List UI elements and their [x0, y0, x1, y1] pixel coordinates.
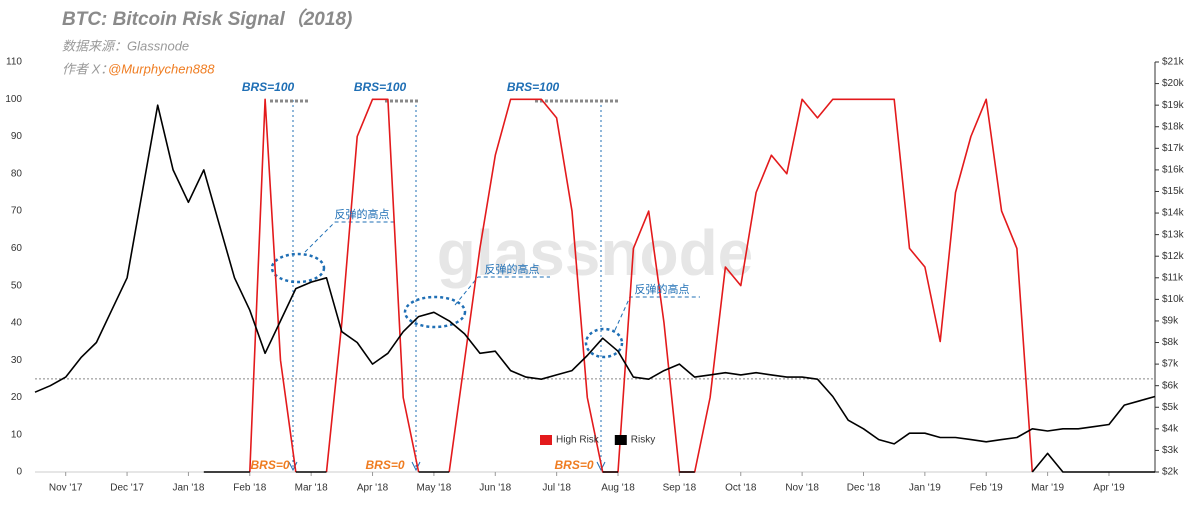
y2-tick-label: $16k [1162, 165, 1185, 176]
watermark: glassnode [437, 217, 754, 289]
annotation: 反弹的高点 [635, 282, 690, 296]
annotation: BRS=0 [554, 458, 593, 472]
series-line [34, 104, 1156, 445]
x-tick-label: Dec '18 [847, 483, 881, 494]
annotation: BRS=0 [250, 458, 289, 472]
y2-tick-label: $18k [1162, 121, 1185, 132]
annotation: 反弹的高点 [485, 262, 540, 276]
annotation: 反弹的高点 [335, 207, 390, 221]
legend-label: High Risk [556, 435, 600, 446]
source: 数据来源：Glassnode [62, 38, 189, 53]
y2-tick-label: $3k [1162, 445, 1179, 456]
y2-tick-label: $7k [1162, 359, 1179, 370]
callout [304, 221, 395, 253]
x-tick-label: Feb '19 [970, 483, 1003, 494]
y-tick-label: 60 [11, 243, 23, 254]
y2-tick-label: $5k [1162, 402, 1179, 413]
y-tick-label: 100 [5, 94, 22, 105]
y2-tick-label: $19k [1162, 100, 1185, 111]
x-tick-label: Nov '17 [49, 483, 83, 494]
series-line [249, 98, 1034, 473]
y-tick-label: 40 [11, 318, 23, 329]
y2-tick-label: $11k [1162, 272, 1184, 283]
x-tick-label: Jan '18 [172, 483, 204, 494]
y-tick-label: 30 [11, 355, 23, 366]
y-tick-label: 20 [11, 392, 23, 403]
x-tick-label: May '18 [417, 483, 452, 494]
highlight [403, 295, 467, 329]
callout [454, 276, 550, 306]
x-tick-label: Jan '19 [909, 483, 941, 494]
highlight [584, 327, 624, 359]
x-tick-label: Apr '18 [357, 483, 389, 494]
x-tick-label: Oct '18 [725, 483, 757, 494]
guide-arrow [411, 461, 421, 472]
y2-tick-label: $14k [1162, 208, 1185, 219]
author-label: 作者 X： [62, 61, 113, 76]
legend-swatch [614, 435, 627, 445]
y-tick-label: 110 [6, 57, 22, 68]
y2-tick-label: $20k [1162, 78, 1185, 89]
y-tick-label: 80 [11, 168, 23, 179]
annotation: BRS=100 [242, 80, 295, 94]
x-tick-label: Mar '19 [1031, 483, 1064, 494]
y2-tick-label: $17k [1162, 143, 1185, 154]
legend-swatch [540, 435, 552, 445]
highlight [270, 252, 326, 284]
y-tick-label: 50 [11, 280, 23, 291]
x-tick-label: Aug '18 [601, 483, 635, 494]
x-tick-label: Mar '18 [295, 483, 328, 494]
legend-label: Risky [631, 435, 655, 446]
annotation: BRS=0 [365, 458, 404, 472]
y2-tick-label: $13k [1162, 229, 1185, 240]
series-line [203, 452, 1155, 473]
x-tick-label: Apr '19 [1093, 483, 1125, 494]
y2-tick-label: $8k [1162, 337, 1179, 348]
annotation: BRS=100 [354, 80, 407, 94]
y-tick-label: 70 [11, 206, 23, 217]
y2-tick-label: $12k [1162, 251, 1185, 262]
y2-tick-label: $15k [1162, 186, 1185, 197]
y2-tick-label: $4k [1162, 423, 1179, 434]
y-tick-label: 10 [11, 429, 23, 440]
y2-tick-label: $2k [1162, 467, 1179, 478]
chart-title: BTC: Bitcoin Risk Signal（2018) [62, 8, 352, 30]
x-tick-label: Jun '18 [479, 483, 511, 494]
y2-tick-label: $21k [1162, 57, 1185, 68]
guide-arrow [288, 461, 298, 472]
x-tick-label: Nov '18 [785, 483, 819, 494]
y-tick-label: 90 [11, 131, 23, 142]
guide-arrow [596, 461, 606, 472]
x-tick-label: Sep '18 [663, 483, 697, 494]
y-tick-label: 0 [16, 467, 22, 478]
author: @Murphychen888 [108, 61, 215, 76]
y2-tick-label: $9k [1162, 316, 1179, 327]
x-tick-label: Dec '17 [110, 483, 144, 494]
y2-tick-label: $6k [1162, 380, 1179, 391]
x-tick-label: Jul '18 [542, 483, 571, 494]
y2-tick-label: $10k [1162, 294, 1185, 305]
annotation: BRS=100 [507, 80, 560, 94]
x-tick-label: Feb '18 [233, 483, 266, 494]
